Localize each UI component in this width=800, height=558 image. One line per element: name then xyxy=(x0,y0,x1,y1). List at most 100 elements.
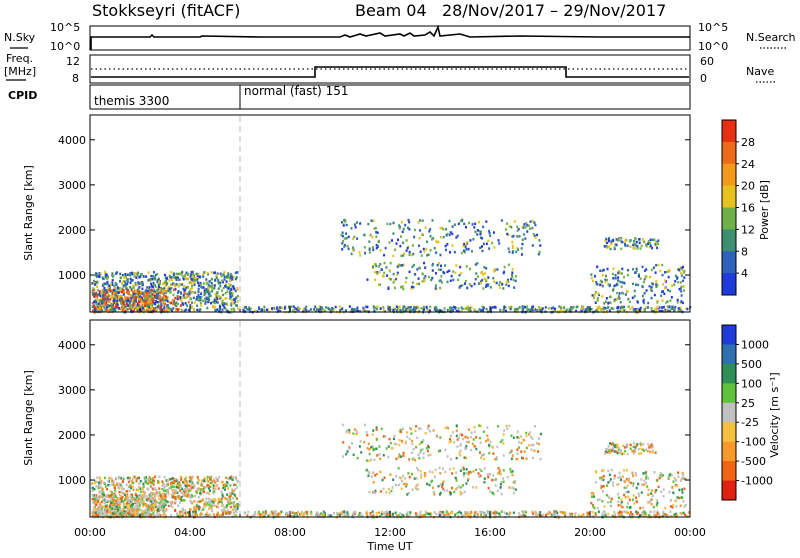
velocity-echo xyxy=(153,487,155,490)
velocity-echo xyxy=(419,452,421,455)
velocity-echo xyxy=(181,496,183,499)
velocity-echo xyxy=(140,502,142,505)
power-echo xyxy=(662,299,664,302)
power-echo xyxy=(444,307,446,310)
power-echo xyxy=(150,298,152,301)
velocity-echo xyxy=(213,484,215,487)
power-echo xyxy=(225,292,227,295)
velocity-echo xyxy=(401,480,403,483)
velocity-echo xyxy=(456,435,458,438)
power-echo xyxy=(683,285,685,288)
beam-title: Beam 04 xyxy=(355,1,427,20)
velocity-echo xyxy=(407,472,409,475)
velocity-echo xyxy=(108,500,110,503)
velocity-echo xyxy=(182,507,184,510)
power-echo xyxy=(644,309,646,312)
power-echo xyxy=(452,244,454,247)
power-echo xyxy=(181,283,183,286)
velocity-echo xyxy=(488,452,490,455)
power-echo xyxy=(515,275,517,278)
velocity-echo xyxy=(205,497,207,500)
power-colorbar-tick-label: 28 xyxy=(741,136,755,149)
power-echo xyxy=(335,306,337,309)
velocity-echo xyxy=(492,446,494,449)
velocity-echo xyxy=(513,512,515,515)
power-echo xyxy=(458,307,460,310)
power-echo xyxy=(512,251,514,254)
velocity-echo xyxy=(475,469,477,472)
power-echo xyxy=(169,290,171,293)
velocity-echo xyxy=(221,501,223,504)
velocity-echo xyxy=(598,511,600,514)
velocity-echo xyxy=(118,491,120,494)
power-echo xyxy=(208,284,210,287)
velocity-echo xyxy=(348,429,350,432)
velocity-echo xyxy=(208,501,210,504)
power-echo xyxy=(645,268,647,271)
power-echo xyxy=(348,236,350,239)
power-echo xyxy=(390,278,392,281)
power-echo xyxy=(596,266,598,269)
velocity-echo xyxy=(234,488,236,491)
velocity-echo xyxy=(429,470,431,473)
power-echo xyxy=(152,303,154,306)
velocity-echo xyxy=(103,494,105,497)
velocity-echo xyxy=(200,488,202,491)
velocity-echo xyxy=(412,488,414,491)
velocity-echo xyxy=(172,492,174,495)
power-echo xyxy=(414,273,416,276)
velocity-echo xyxy=(511,450,513,453)
velocity-echo xyxy=(306,511,308,514)
velocity-echo xyxy=(165,496,167,499)
power-echo xyxy=(617,297,619,300)
power-echo xyxy=(674,306,676,309)
velocity-echo xyxy=(196,488,198,491)
power-echo xyxy=(396,242,398,245)
velocity-echo xyxy=(163,499,165,502)
power-echo xyxy=(263,306,265,309)
velocity-echo xyxy=(398,484,400,487)
power-echo xyxy=(147,290,149,293)
power-echo xyxy=(619,292,621,295)
velocity-echo xyxy=(217,479,219,482)
velocity-echo xyxy=(685,504,687,507)
power-echo xyxy=(213,287,215,290)
power-echo xyxy=(400,286,402,289)
power-echo xyxy=(537,309,539,312)
velocity-echo xyxy=(389,438,391,441)
velocity-echo xyxy=(603,510,605,513)
power-echo xyxy=(451,275,453,278)
velocity-echo xyxy=(174,480,176,483)
power-echo xyxy=(164,284,166,287)
velocity-echo xyxy=(627,496,629,499)
velocity-echo xyxy=(184,494,186,497)
power-echo xyxy=(157,305,159,308)
velocity-echo xyxy=(193,486,195,489)
velocity-echo xyxy=(674,500,676,503)
power-echo xyxy=(420,250,422,253)
velocity-echo xyxy=(432,471,434,474)
velocity-echo xyxy=(610,505,612,508)
power-echo xyxy=(576,306,578,309)
power-echo xyxy=(628,305,630,308)
freq-tick-top: 12 xyxy=(66,55,80,68)
power-echo xyxy=(367,223,369,226)
velocity-echo xyxy=(509,468,511,471)
velocity-echo xyxy=(199,500,201,503)
power-echo xyxy=(653,266,655,269)
velocity-echo xyxy=(169,478,171,481)
velocity-echo xyxy=(453,441,455,444)
velocity-echo xyxy=(461,492,463,495)
power-echo xyxy=(678,288,680,291)
power-echo xyxy=(445,245,447,248)
velocity-echo xyxy=(607,470,609,473)
velocity-echo xyxy=(513,492,515,495)
power-echo xyxy=(104,282,106,285)
power-echo xyxy=(437,309,439,312)
power-echo xyxy=(266,309,268,312)
velocity-echo xyxy=(384,511,386,514)
velocity-echo xyxy=(116,482,118,485)
velocity-echo xyxy=(509,512,511,515)
velocity-echo xyxy=(185,491,187,494)
power-echo xyxy=(419,229,421,232)
